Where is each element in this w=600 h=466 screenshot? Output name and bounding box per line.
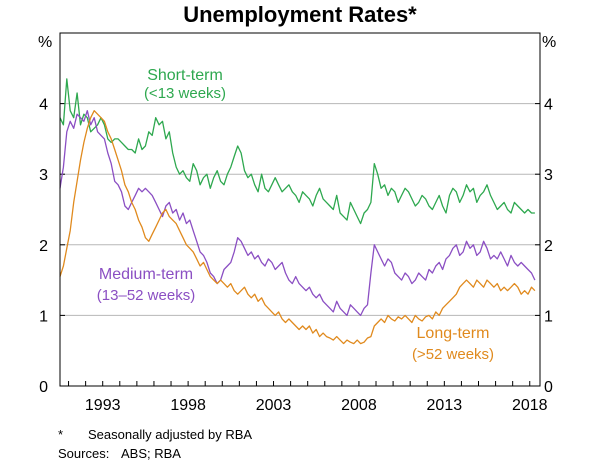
x-tick-label-2018: 2018: [512, 397, 548, 414]
sources-label: Sources:: [58, 446, 110, 461]
footnote-text: Seasonally adjusted by RBA: [88, 427, 253, 442]
series-line-long-term: [59, 110, 536, 345]
x-tick-label-2013: 2013: [427, 397, 463, 414]
y-tick-label-left-2: 2: [39, 238, 48, 255]
x-tick-label-2008: 2008: [341, 397, 377, 414]
series-label-short-term-name: Short-term: [147, 67, 223, 84]
chart-title: Unemployment Rates*: [183, 2, 417, 27]
y-unit-right: %: [542, 34, 556, 51]
y-tick-label-right-3: 3: [544, 167, 553, 184]
y-tick-label-right-2: 2: [544, 238, 553, 255]
series-label-long-term-range: (>52 weeks): [412, 346, 494, 363]
x-tick-label-2003: 2003: [256, 397, 292, 414]
y-tick-label-right-1: 1: [544, 308, 553, 325]
footnote-marker: *: [58, 427, 64, 442]
plot-frame: [59, 32, 541, 387]
series-line-short-term: [59, 78, 535, 225]
y-tick-label-right-4: 4: [544, 97, 553, 114]
x-tick-label-1998: 1998: [170, 397, 206, 414]
series-label-medium-term-name: Medium-term: [99, 266, 193, 283]
series-label-short-term-range: (<13 weeks): [144, 85, 226, 102]
sources-text: ABS; RBA: [121, 446, 181, 461]
series-line-medium-term: [59, 110, 536, 317]
series-label-long-term-name: Long-term: [417, 325, 490, 342]
series-label-medium-term-range: (13–52 weeks): [97, 287, 195, 304]
y-tick-label-right-0: 0: [544, 379, 553, 396]
x-tick-label-1993: 1993: [85, 397, 121, 414]
y-tick-label-left-1: 1: [39, 308, 48, 325]
y-tick-label-left-0: 0: [39, 379, 48, 396]
y-unit-left: %: [38, 34, 52, 51]
y-tick-label-left-3: 3: [39, 167, 48, 184]
y-tick-label-left-4: 4: [39, 97, 48, 114]
